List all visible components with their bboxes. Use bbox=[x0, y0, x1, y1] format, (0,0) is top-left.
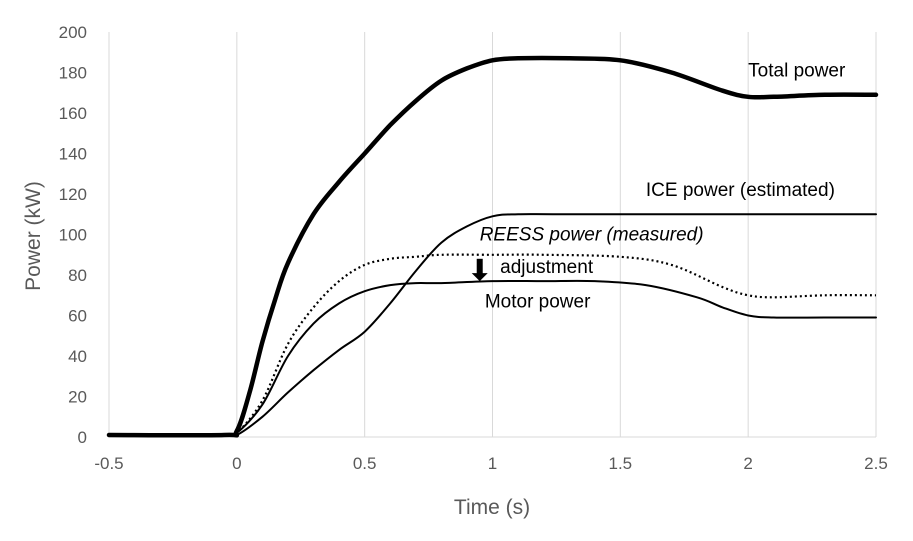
annotation-total-power: Total power bbox=[748, 61, 846, 82]
y-axis-title: Power (kW) bbox=[22, 181, 45, 291]
x-tick-label: 0 bbox=[232, 454, 241, 473]
x-tick-label: 2.5 bbox=[864, 454, 888, 473]
down-arrow-icon bbox=[471, 258, 488, 282]
x-tick-label: -0.5 bbox=[94, 454, 123, 473]
y-tick-label: 0 bbox=[78, 428, 87, 447]
y-tick-label: 20 bbox=[68, 388, 87, 407]
y-tick-label: 160 bbox=[59, 104, 87, 123]
y-tick-labels: 0 20 40 60 80 100 120 140 160 180 200 bbox=[59, 23, 87, 447]
annotation-reess-power-measured: REESS power (measured) bbox=[480, 225, 704, 246]
series-total-power-line bbox=[106, 55, 879, 438]
annotation-adjustment: adjustment bbox=[500, 257, 594, 278]
y-tick-label: 180 bbox=[59, 64, 87, 83]
series-lines bbox=[106, 55, 879, 438]
x-tick-label: 0.5 bbox=[353, 454, 377, 473]
annotations: Total power ICE power (estimated) REESS po… bbox=[471, 61, 846, 312]
series-ice-power-estimated-line bbox=[108, 213, 877, 438]
annotation-motor-power: Motor power bbox=[485, 291, 591, 312]
series-motor-power-line bbox=[108, 279, 877, 437]
y-tick-label: 80 bbox=[68, 266, 87, 285]
vertical-gridlines bbox=[108, 32, 877, 437]
y-tick-label: 140 bbox=[59, 145, 87, 164]
x-tick-label: 2 bbox=[743, 454, 752, 473]
x-tick-labels: -0.5 0 0.5 1 1.5 2 2.5 bbox=[94, 454, 887, 473]
y-tick-label: 120 bbox=[59, 185, 87, 204]
y-tick-label: 100 bbox=[59, 226, 87, 245]
y-tick-label: 40 bbox=[68, 347, 87, 366]
x-tick-label: 1.5 bbox=[609, 454, 633, 473]
y-tick-label: 200 bbox=[59, 23, 87, 42]
x-tick-label: 1 bbox=[488, 454, 497, 473]
x-axis-title: Time (s) bbox=[454, 496, 530, 519]
y-tick-label: 60 bbox=[68, 307, 87, 326]
annotation-ice-power-estimated: ICE power (estimated) bbox=[646, 180, 835, 201]
